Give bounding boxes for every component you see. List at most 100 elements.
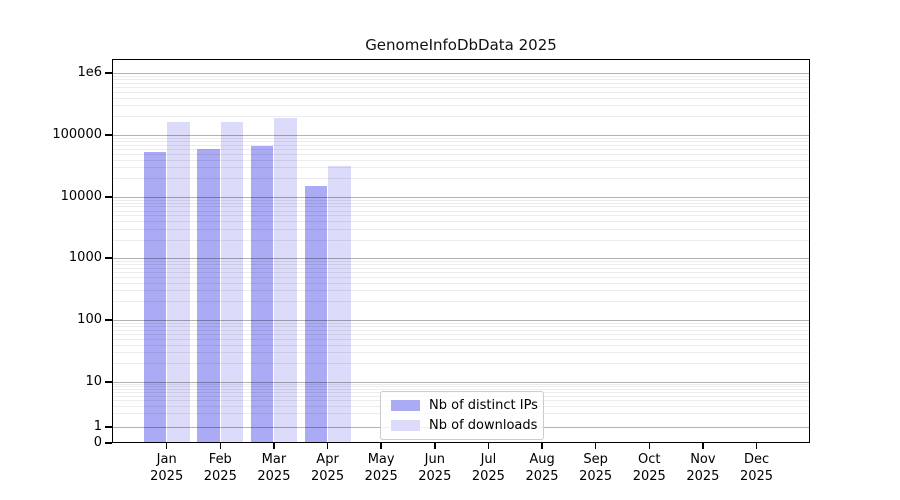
x-tick-mark	[702, 443, 704, 449]
bar-downloads-apr	[328, 165, 351, 443]
minor-gridline	[112, 301, 810, 303]
x-tick-month: Nov	[690, 452, 716, 467]
minor-gridline	[112, 105, 810, 107]
y-tick-mark	[105, 134, 112, 136]
x-tick-year: 2025	[203, 469, 237, 484]
minor-gridline	[112, 144, 810, 146]
bar-distinct-ips-mar	[250, 145, 274, 443]
chart-title: GenomeInfoDbData 2025	[365, 36, 557, 54]
minor-gridline	[112, 384, 810, 386]
x-tick-label: Jan 2025	[140, 451, 194, 485]
minor-gridline	[112, 178, 810, 180]
x-tick-year: 2025	[471, 469, 505, 484]
x-tick-month: Jul	[480, 452, 497, 467]
x-tick-label: Mar 2025	[247, 451, 301, 485]
minor-gridline	[112, 352, 810, 354]
y-tick-mark	[105, 426, 112, 428]
legend-item-distinct-ips: Nb of distinct IPs	[391, 398, 538, 413]
x-tick-label: Aug 2025	[515, 451, 569, 485]
minor-gridline	[112, 215, 810, 217]
minor-gridline	[112, 260, 810, 262]
major-gridline	[112, 258, 810, 259]
x-tick-year: 2025	[257, 469, 291, 484]
x-tick-year: 2025	[739, 469, 774, 484]
minor-gridline	[112, 82, 810, 84]
x-tick-label: May 2025	[354, 451, 408, 485]
legend-item-downloads: Nb of downloads	[391, 418, 537, 433]
major-gridline	[112, 73, 810, 74]
minor-gridline	[112, 267, 810, 269]
x-tick-label: Apr 2025	[301, 451, 355, 485]
minor-gridline	[112, 326, 810, 327]
minor-gridline	[112, 116, 810, 118]
minor-gridline	[112, 271, 810, 273]
major-gridline	[112, 135, 810, 136]
x-tick-month: Mar	[261, 452, 287, 467]
x-tick-label: Dec 2025	[730, 451, 784, 485]
x-tick-label: Sep 2025	[569, 451, 623, 485]
x-tick-mark	[219, 443, 222, 449]
minor-gridline	[112, 338, 810, 340]
x-tick-year: 2025	[418, 469, 452, 484]
x-tick-mark	[487, 443, 490, 449]
x-tick-year: 2025	[525, 469, 559, 484]
y-tick-label: 100	[77, 312, 102, 327]
legend-label: Nb of downloads	[429, 418, 538, 433]
y-tick-mark	[105, 381, 112, 383]
y-tick-mark	[105, 196, 112, 198]
minor-gridline	[112, 206, 810, 208]
y-tick-mark	[105, 442, 112, 444]
minor-gridline	[112, 228, 810, 230]
x-tick-month: Oct	[638, 452, 661, 467]
major-gridline	[112, 197, 810, 198]
x-tick-year: 2025	[150, 469, 184, 484]
x-tick-mark	[273, 443, 275, 449]
minor-gridline	[112, 388, 810, 390]
minor-gridline	[112, 141, 810, 142]
x-tick-mark	[648, 443, 651, 449]
x-tick-label: Oct 2025	[622, 451, 676, 485]
x-tick-label: Jul 2025	[461, 451, 515, 485]
x-tick-year: 2025	[311, 469, 345, 484]
minor-gridline	[112, 264, 810, 265]
minor-gridline	[112, 386, 810, 388]
bar-distinct-ips-feb	[197, 148, 220, 443]
minor-gridline	[112, 148, 810, 150]
minor-gridline	[112, 75, 810, 77]
x-tick-mark	[326, 443, 329, 449]
x-tick-mark	[541, 443, 543, 449]
plot-area	[112, 59, 810, 443]
minor-gridline	[112, 290, 810, 292]
x-tick-month: Dec	[743, 452, 770, 467]
legend-swatch-distinct-ips	[391, 400, 420, 411]
y-tick-label: 100000	[52, 127, 102, 142]
minor-gridline	[112, 159, 810, 161]
y-tick-mark	[105, 257, 112, 259]
x-tick-label: Feb 2025	[193, 451, 247, 485]
y-tick-label: 1e6	[77, 65, 102, 80]
y-tick-mark	[105, 319, 112, 321]
x-tick-mark	[594, 443, 597, 449]
y-tick-label: 0	[93, 435, 102, 450]
minor-gridline	[112, 344, 810, 346]
x-tick-month: May	[367, 452, 395, 467]
x-tick-month: Jan	[156, 452, 177, 467]
x-tick-year: 2025	[364, 469, 398, 484]
y-tick-label: 10	[85, 374, 102, 389]
x-tick-month: Jun	[424, 452, 445, 467]
bar-distinct-ips-apr	[304, 186, 328, 443]
minor-gridline	[112, 221, 810, 223]
y-tick-label: 1	[93, 419, 102, 434]
x-tick-month: Apr	[316, 452, 339, 467]
x-tick-mark	[165, 443, 168, 449]
bar-downloads-feb	[220, 122, 244, 443]
bar-distinct-ips-jan	[143, 151, 167, 443]
minor-gridline	[112, 79, 810, 80]
minor-gridline	[112, 276, 810, 278]
minor-gridline	[112, 210, 810, 212]
major-gridline	[112, 382, 810, 383]
minor-gridline	[112, 86, 810, 88]
x-tick-year: 2025	[579, 469, 613, 484]
minor-gridline	[112, 239, 810, 241]
